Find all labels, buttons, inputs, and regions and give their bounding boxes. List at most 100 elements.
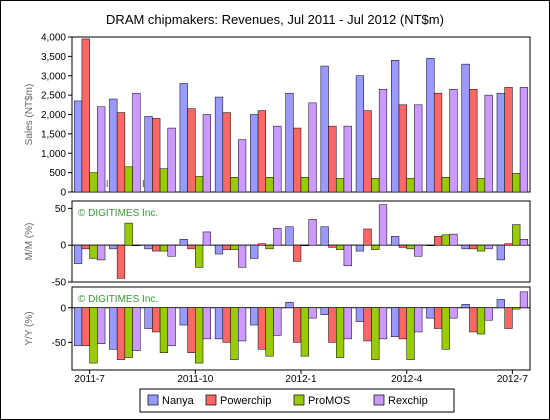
bar-rexchip: [449, 233, 458, 246]
bar-promos: [512, 307, 521, 310]
bar-rexchip: [343, 125, 352, 193]
bar-promos: [195, 244, 204, 268]
bar-powerchip: [433, 92, 443, 193]
bar-promos: [371, 244, 380, 250]
legend-label-rexchip: Rexchip: [388, 395, 428, 407]
legend-swatch-nanya: [147, 394, 159, 406]
bar-powerchip: [81, 38, 90, 193]
bar-powerchip: [504, 243, 513, 246]
bar-rexchip: [167, 244, 176, 257]
y-tick-label: -50: [52, 278, 67, 289]
bar-rexchip: [97, 106, 106, 193]
bar-nanya: [250, 244, 259, 259]
bar-powerchip: [328, 125, 337, 193]
bar-promos: [89, 307, 98, 364]
bar-powerchip: [363, 228, 372, 246]
watermark: © DIGITIMES Inc.: [78, 208, 158, 219]
bar-nanya: [144, 244, 153, 250]
bar-promos: [371, 178, 380, 193]
bar-nanya: [144, 307, 153, 329]
bar-promos: [371, 307, 380, 360]
bar-powerchip: [328, 244, 337, 248]
bar-promos: [300, 307, 309, 357]
bar-promos: [512, 224, 521, 246]
bar-rexchip: [519, 291, 529, 309]
bar-rexchip: [97, 307, 106, 344]
bar-rexchip: [414, 104, 423, 193]
bar-rexchip: [378, 89, 388, 193]
bar-rexchip: [237, 244, 247, 268]
y-tick-label: 0: [60, 241, 66, 252]
bar-powerchip: [504, 87, 513, 193]
bar-nanya: [391, 307, 400, 338]
bar-promos: [476, 307, 486, 335]
bar-powerchip: [469, 307, 478, 333]
bar-powerchip: [187, 307, 196, 353]
bar-nanya: [461, 63, 470, 193]
bar-nanya: [250, 307, 259, 326]
bar-powerchip: [398, 307, 407, 340]
y-axis-label: Y/Y (%): [24, 311, 35, 345]
panel-m-m: -50 0 50 © DIGITIMES Inc. M/M (%): [24, 200, 531, 289]
bar-powerchip: [398, 244, 407, 248]
bar-nanya: [496, 244, 505, 261]
bar-promos: [441, 177, 450, 193]
x-tick-label: 2012-4: [391, 374, 423, 385]
bar-promos: [476, 244, 486, 252]
bar-rexchip: [378, 307, 388, 340]
legend-label-powerchip: Powerchip: [220, 395, 271, 407]
bar-promos: [265, 307, 274, 357]
bar-powerchip: [504, 307, 513, 329]
y-tick-label: 4,000: [41, 33, 66, 44]
bar-powerchip: [152, 244, 161, 252]
bar-promos: [124, 166, 133, 193]
bar-powerchip: [187, 244, 196, 250]
y-axis-label: Sales (NT$m): [24, 84, 35, 146]
y-tick-label: 50: [55, 204, 67, 215]
bar-promos: [195, 307, 204, 364]
bar-promos: [89, 172, 98, 193]
bar-rexchip: [414, 244, 423, 257]
bar-rexchip: [132, 92, 141, 193]
bar-promos: [265, 244, 274, 250]
bar-nanya: [285, 226, 294, 246]
bar-nanya: [214, 244, 224, 255]
bar-promos: [230, 177, 239, 193]
chart-title: DRAM chipmakers: Revenues, Jul 2011 - Ju…: [106, 12, 444, 27]
bar-powerchip: [116, 307, 126, 360]
bar-rexchip: [308, 219, 317, 246]
bar-powerchip: [152, 118, 161, 193]
bar-nanya: [214, 96, 224, 193]
y-tick-label: 2,000: [41, 110, 66, 121]
bar-nanya: [496, 299, 505, 309]
legend-label-nanya: Nanya: [162, 395, 195, 407]
bar-nanya: [426, 307, 435, 319]
watermark: © DIGITIMES Inc.: [78, 294, 158, 305]
bar-promos: [441, 307, 450, 350]
bar-powerchip: [222, 112, 231, 193]
bar-nanya: [250, 114, 259, 193]
bar-promos: [230, 244, 239, 250]
bar-promos: [441, 234, 450, 246]
panel-sales-nt-m: 05001,0001,5002,0002,5003,0003,5004,000©…: [24, 33, 531, 199]
bar-powerchip: [328, 307, 337, 343]
bar-nanya: [109, 98, 118, 193]
bar-rexchip: [449, 307, 458, 319]
bar-rexchip: [237, 139, 247, 193]
bar-nanya: [73, 307, 83, 347]
bar-powerchip: [363, 307, 372, 342]
bar-powerchip: [363, 110, 372, 193]
bar-powerchip: [116, 244, 126, 279]
bar-promos: [335, 244, 345, 250]
bar-powerchip: [398, 104, 407, 193]
bar-powerchip: [116, 112, 126, 193]
bar-powerchip: [81, 307, 90, 347]
bar-rexchip: [519, 87, 529, 193]
legend-swatch-promos: [293, 394, 305, 406]
y-tick-label: 3,500: [41, 52, 66, 63]
y-tick-label: 2,500: [41, 91, 66, 102]
bar-nanya: [285, 92, 294, 193]
bar-nanya: [109, 244, 118, 250]
bar-promos: [406, 178, 415, 193]
